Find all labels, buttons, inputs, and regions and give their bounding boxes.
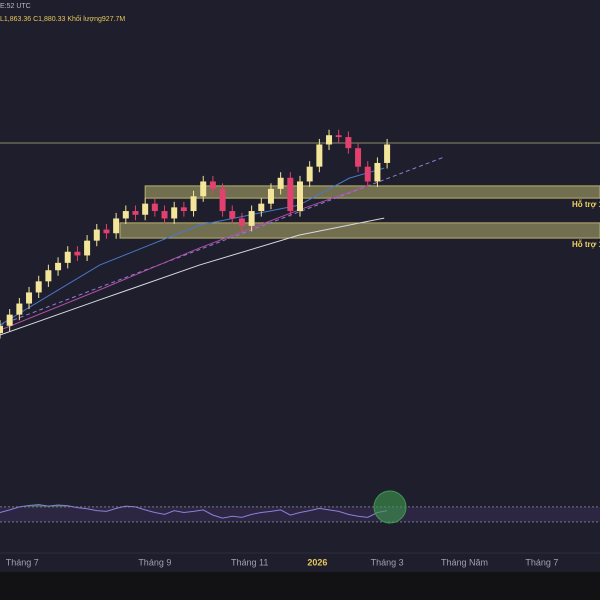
candle-body <box>316 144 323 167</box>
candle-body <box>45 270 52 282</box>
ohlc-legend: L1,863.36 C1,880.33 Khối lượng927.7M <box>0 14 125 23</box>
candle-body <box>248 211 255 226</box>
candle-body <box>6 314 13 326</box>
candle-body <box>161 211 168 219</box>
x-tick-label: Tháng Năm <box>441 557 488 567</box>
moving-average <box>0 217 385 336</box>
x-tick-label: 2026 <box>307 557 327 567</box>
candle-body <box>190 196 197 212</box>
candle-body <box>171 207 178 219</box>
moving-average <box>0 184 369 331</box>
rsi-line <box>0 504 388 519</box>
support-zone <box>144 185 600 199</box>
candle-body <box>326 135 333 145</box>
candle-body <box>26 292 33 304</box>
candle-body <box>364 166 371 182</box>
support-zone <box>119 222 600 239</box>
candle-body <box>229 211 236 219</box>
candle-body <box>64 251 71 263</box>
candle-body <box>200 181 207 197</box>
candle-body <box>238 218 245 226</box>
header: E:52 UTC <box>0 3 31 10</box>
candle-body <box>113 218 120 234</box>
candle-body <box>267 188 274 204</box>
candle-body <box>355 148 362 167</box>
candle-body <box>35 281 42 293</box>
candle-body <box>93 229 100 241</box>
x-tick-label: Tháng 7 <box>525 557 558 567</box>
rsi-band <box>0 506 600 522</box>
candle-body <box>335 135 342 138</box>
candle-body <box>84 240 91 256</box>
candle-body <box>132 211 139 215</box>
candle-body <box>16 303 23 315</box>
bottom-bar <box>0 572 600 600</box>
trend-line <box>0 156 445 326</box>
x-tick-label: Tháng 11 <box>231 557 268 567</box>
candle-body <box>103 229 110 234</box>
highlight-circle <box>373 490 407 524</box>
candle-body <box>345 137 352 149</box>
candle-body <box>0 325 3 334</box>
candle-body <box>151 203 158 212</box>
candle-body <box>306 166 313 182</box>
candle-body <box>374 162 381 182</box>
x-tick-label: Tháng 3 <box>371 557 404 567</box>
x-tick-label: Tháng 9 <box>138 557 171 567</box>
candle-body <box>384 144 391 163</box>
candle-body <box>74 251 81 256</box>
candle-body <box>122 211 129 219</box>
zone-label: Hỗ trợ 1 <box>572 200 600 209</box>
zone-label: Hỗ trợ 1 <box>572 240 600 249</box>
candle-body <box>209 181 216 189</box>
candle-body <box>180 207 187 212</box>
candle-body <box>55 262 62 271</box>
candle-body <box>277 177 284 189</box>
candle-body <box>142 203 149 215</box>
candle-body <box>287 177 294 212</box>
candle-body <box>258 203 265 212</box>
candle-body <box>219 188 226 212</box>
candle-body <box>297 181 303 212</box>
x-tick-label: Tháng 7 <box>6 557 39 567</box>
